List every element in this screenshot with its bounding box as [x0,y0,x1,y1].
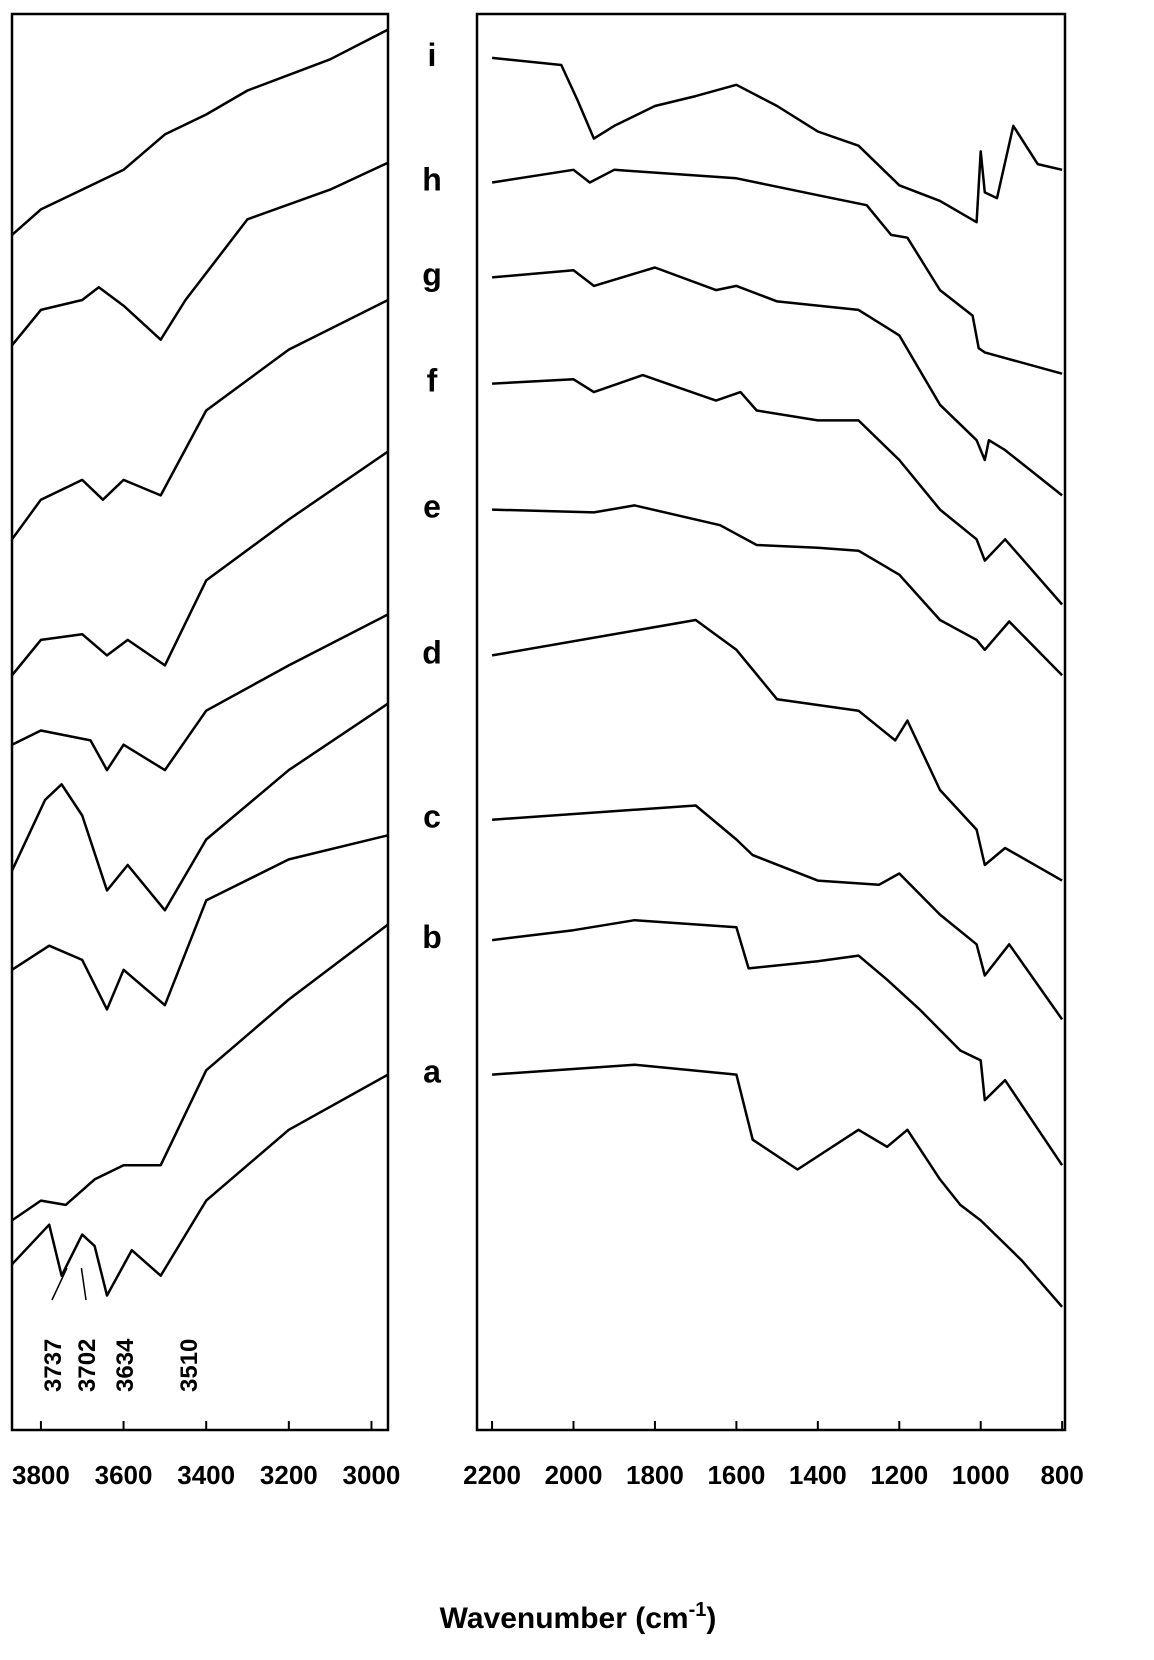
spectrum-line [10,702,389,912]
x-tick-label: 1800 [626,1460,684,1490]
spectrum-line [492,1063,1064,1308]
spectrum-line [491,168,1063,375]
plot-frame [475,12,1067,1432]
spectrum-line [11,450,389,677]
x-axis-label-sup: -1 [689,1599,707,1621]
peak-label: 3737 [40,1339,67,1392]
x-axis-label-main: Wavenumber (cm [440,1602,689,1635]
spectrum-line [11,161,389,347]
spectrum-line [11,1073,389,1297]
spectrum-line [11,834,389,1011]
spectrum-line [492,804,1064,1021]
x-tick-label: 2000 [545,1460,603,1490]
x-axis-label: Wavenumber (cm-1) [440,1599,717,1635]
spectrum-line [492,373,1064,606]
x-axis-label-end: ) [706,1602,716,1635]
series-label: h [422,162,442,198]
spectrum-line [11,613,389,772]
peak-arrow [80,1267,87,1301]
spectrum-line [491,618,1063,882]
spectrum-line [491,266,1063,497]
x-tick-label: 3400 [177,1460,235,1490]
series-label: b [422,919,442,955]
x-tick-label: 1600 [707,1460,765,1490]
x-tick-label: 1400 [789,1460,847,1490]
series-label: d [422,634,442,670]
x-tick-label: 1200 [870,1460,928,1490]
spectrum-line [492,504,1063,677]
peak-label: 3702 [74,1339,101,1392]
peak-label: 3634 [112,1338,139,1392]
spectrum-line [11,28,389,236]
series-label: e [423,489,441,525]
x-tick-label: 3600 [95,1460,153,1490]
series-label: a [423,1054,441,1090]
x-tick-label: 3200 [260,1460,318,1490]
series-label: f [427,363,438,399]
x-tick-label: 1000 [952,1460,1010,1490]
spectrum-line [11,923,389,1222]
x-tick-label: 3800 [12,1460,70,1490]
series-label: g [422,256,442,292]
peak-label: 3510 [176,1339,203,1392]
series-label: i [428,37,437,73]
x-tick-label: 800 [1040,1460,1083,1490]
series-label: c [423,799,441,835]
x-tick-label: 3000 [343,1460,401,1490]
spectrum-line [10,298,389,541]
peak-arrow [51,1267,68,1301]
plot-frame [10,12,390,1432]
spectrum-line [491,56,1063,224]
x-tick-label: 2200 [463,1460,521,1490]
spectrum-line [491,918,1064,1166]
